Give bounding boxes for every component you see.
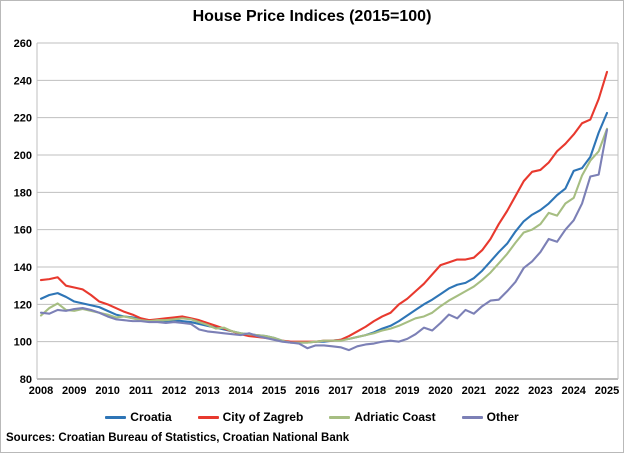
legend-item-other[interactable]: Other	[461, 410, 519, 424]
legend-item-city-of-zagreb[interactable]: City of Zagreb	[197, 410, 304, 424]
x-tick-label: 2024	[561, 385, 586, 397]
y-tick-label: 120	[14, 299, 32, 311]
x-tick-label: 2021	[462, 385, 486, 397]
x-tick-label: 2016	[295, 385, 319, 397]
x-tick-label: 2008	[29, 385, 53, 397]
legend-label-adriatic-coast: Adriatic Coast	[354, 410, 436, 424]
x-tick-label: 2010	[95, 385, 119, 397]
x-tick-label: 2022	[495, 385, 519, 397]
x-tick-label: 2015	[262, 385, 286, 397]
chart-title: House Price Indices (2015=100)	[192, 8, 432, 25]
y-tick-label: 180	[14, 187, 32, 199]
series-line-city-of-zagreb	[39, 70, 609, 343]
x-tick-label: 2020	[428, 385, 452, 397]
legend-swatch-croatia	[105, 415, 127, 419]
x-tick-label: 2009	[62, 385, 86, 397]
legend-label-croatia: Croatia	[130, 410, 172, 424]
y-tick-label: 100	[14, 337, 32, 349]
x-tick-label: 2013	[195, 385, 219, 397]
legend-label-other: Other	[486, 410, 519, 424]
y-tick-label: 200	[14, 150, 32, 162]
x-tick-label: 2011	[129, 385, 153, 397]
y-tick-label: 240	[14, 75, 32, 87]
legend: Croatia City of Zagreb Adriatic Coast Ot…	[1, 410, 623, 424]
series-line-other	[39, 128, 609, 352]
series-line-croatia	[39, 111, 609, 344]
x-tick-label: 2017	[328, 385, 352, 397]
source-attribution: Sources: Croatian Bureau of Statistics, …	[6, 432, 350, 444]
y-tick-label: 140	[14, 262, 32, 274]
legend-swatch-city-of-zagreb	[197, 415, 219, 419]
x-tick-label: 2012	[162, 385, 186, 397]
x-tick-label: 2014	[229, 385, 254, 397]
y-tick-label: 260	[14, 38, 32, 50]
y-tick-label: 80	[20, 374, 32, 386]
y-tick-label: 160	[14, 225, 32, 237]
legend-item-croatia[interactable]: Croatia	[105, 410, 172, 424]
legend-label-city-of-zagreb: City of Zagreb	[222, 410, 304, 424]
legend-swatch-adriatic-coast	[329, 415, 351, 419]
series-line-adriatic-coast	[39, 127, 609, 344]
legend-item-adriatic-coast[interactable]: Adriatic Coast	[329, 410, 436, 424]
x-tick-label: 2018	[362, 385, 386, 397]
x-tick-label: 2019	[395, 385, 419, 397]
legend-swatch-other	[461, 415, 483, 419]
x-tick-label: 2023	[528, 385, 552, 397]
x-tick-label: 2025	[595, 385, 619, 397]
y-tick-label: 220	[14, 113, 32, 125]
